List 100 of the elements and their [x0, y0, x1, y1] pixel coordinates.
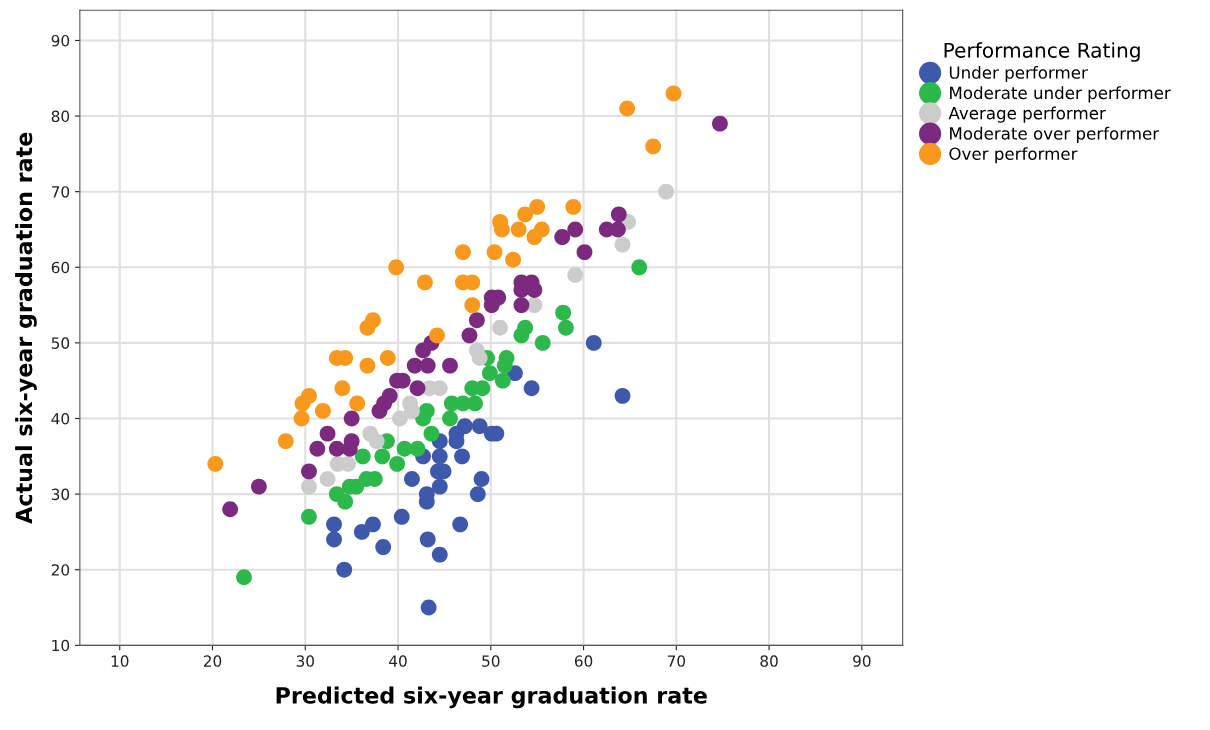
- point: [393, 508, 410, 525]
- point: [404, 403, 420, 419]
- point: [359, 357, 376, 374]
- point: [326, 516, 342, 533]
- legend-label: Moderate over performer: [950, 126, 1160, 143]
- point: [431, 478, 448, 495]
- point: [277, 433, 294, 450]
- point: [442, 410, 458, 427]
- point: [517, 206, 534, 223]
- x-tick-label: 70: [667, 655, 686, 667]
- point: [498, 350, 515, 366]
- y-tick-label: 40: [51, 412, 70, 425]
- point: [365, 516, 381, 533]
- point: [631, 259, 648, 276]
- point: [349, 395, 366, 412]
- x-tick-label: 60: [574, 655, 593, 667]
- point: [494, 372, 511, 389]
- y-tick-label: 70: [51, 186, 70, 198]
- point: [585, 334, 602, 351]
- point: [301, 508, 317, 525]
- point: [565, 198, 582, 215]
- point: [555, 304, 572, 321]
- point: [404, 471, 420, 487]
- point: [365, 312, 381, 329]
- point: [343, 410, 360, 427]
- point: [409, 440, 426, 457]
- point: [526, 282, 543, 298]
- point: [409, 380, 426, 397]
- y-axis-title: Actual six-year graduation rate: [15, 132, 37, 524]
- point: [319, 471, 336, 487]
- point: [319, 425, 336, 442]
- point: [388, 259, 405, 276]
- point: [510, 221, 527, 238]
- legend-label: Over performer: [949, 147, 1078, 164]
- point: [505, 251, 521, 268]
- point: [610, 206, 627, 223]
- point: [469, 486, 486, 503]
- point: [471, 350, 488, 366]
- point: [645, 138, 662, 155]
- point: [658, 183, 675, 200]
- x-tick-label: 20: [203, 655, 222, 667]
- point: [368, 433, 385, 450]
- point: [517, 319, 534, 336]
- point: [665, 85, 682, 102]
- point: [442, 357, 458, 374]
- legend-label: Moderate under performer: [950, 86, 1171, 103]
- y-tick-label: 30: [51, 488, 70, 501]
- y-tick-label: 60: [51, 261, 70, 274]
- point: [431, 546, 448, 563]
- point: [533, 221, 550, 238]
- x-tick-label: 90: [853, 655, 871, 667]
- x-axis-title: Predicted six-year graduation rate: [276, 686, 707, 709]
- point: [375, 539, 392, 555]
- point: [353, 523, 370, 540]
- point: [301, 387, 317, 404]
- legend-title: Performance Rating: [944, 42, 1140, 62]
- point: [455, 244, 471, 261]
- point: [464, 297, 481, 314]
- legend-label: Average performer: [948, 106, 1106, 123]
- point: [431, 448, 448, 465]
- point: [374, 448, 391, 465]
- point: [513, 297, 530, 314]
- y-tick-label: 10: [52, 639, 70, 652]
- point: [334, 380, 351, 397]
- point: [423, 425, 440, 442]
- point: [473, 471, 490, 487]
- y-tick-label: 90: [51, 34, 70, 47]
- point: [534, 334, 551, 351]
- x-tick-label: 40: [389, 655, 407, 667]
- point: [712, 115, 728, 132]
- point: [379, 350, 396, 366]
- y-tick-label: 80: [51, 110, 70, 123]
- x-tick-label: 30: [296, 655, 314, 667]
- point: [429, 327, 445, 344]
- point: [614, 236, 631, 253]
- point: [523, 380, 540, 397]
- point: [301, 463, 317, 480]
- point: [236, 569, 252, 586]
- point: [309, 440, 326, 457]
- point: [567, 266, 584, 283]
- y-tick-label: 50: [51, 337, 70, 349]
- point: [222, 501, 239, 518]
- point: [454, 448, 470, 465]
- point: [486, 244, 503, 261]
- point: [336, 561, 353, 578]
- x-tick-label: 80: [760, 655, 778, 667]
- point: [419, 531, 436, 548]
- point: [418, 403, 435, 419]
- point: [619, 100, 636, 117]
- y-tick-label: 20: [51, 564, 70, 576]
- point: [614, 387, 631, 404]
- point: [529, 198, 546, 215]
- point: [354, 448, 371, 465]
- point: [419, 357, 436, 374]
- point: [461, 327, 478, 344]
- point: [452, 516, 469, 533]
- point: [576, 244, 593, 261]
- point: [381, 387, 398, 404]
- x-tick-label: 50: [482, 655, 500, 667]
- point: [391, 410, 408, 427]
